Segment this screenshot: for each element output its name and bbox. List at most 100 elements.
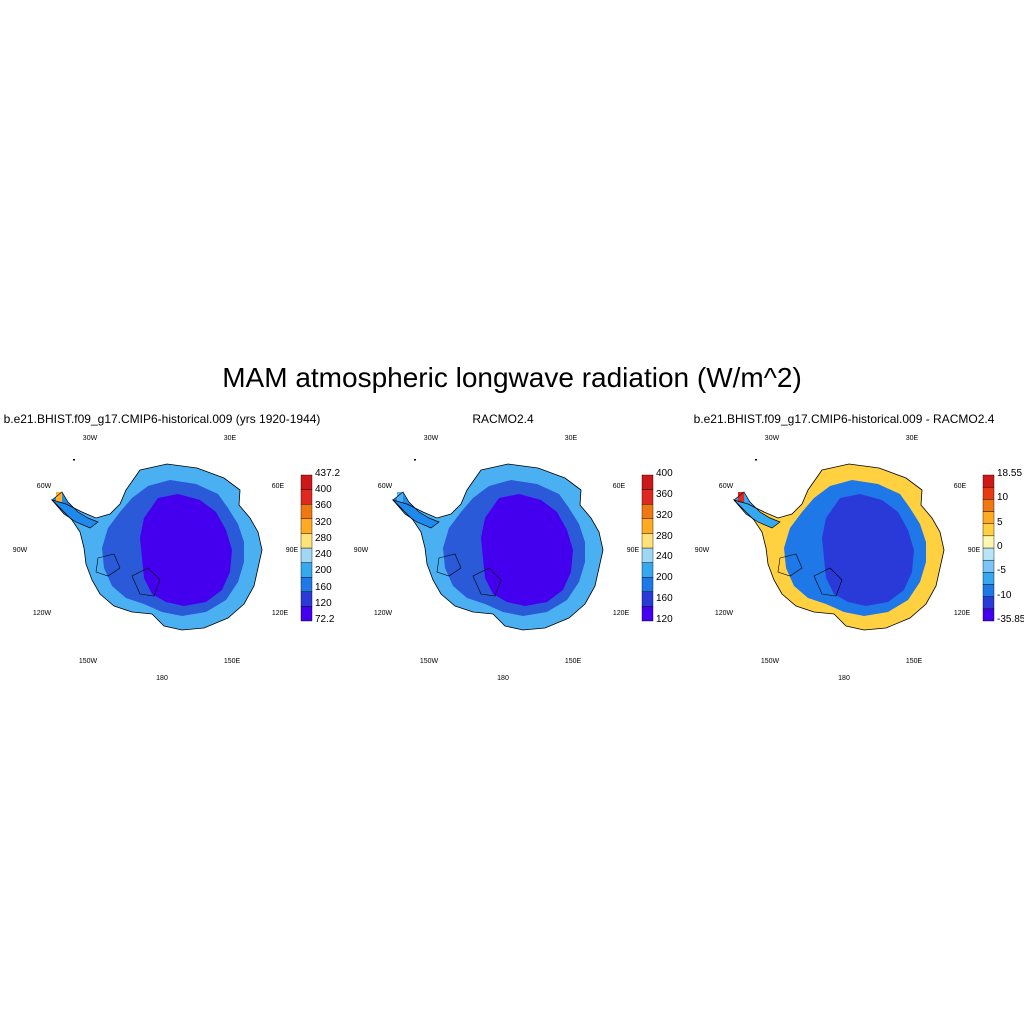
colorbar-tick-label: 10: [997, 492, 1009, 504]
colorbar-tick-label: 18.55: [997, 468, 1023, 479]
colorbar-segment: [641, 591, 654, 607]
colorbar-segment: [641, 489, 654, 505]
lon-label: 180: [838, 675, 850, 682]
colorbar: [641, 474, 654, 622]
peninsula-coastline: [733, 491, 781, 529]
colorbar-tick-label: -10: [997, 589, 1012, 601]
colorbar-tick-label: 320: [315, 516, 332, 528]
peninsula-field: [734, 492, 780, 528]
lon-label: 120W: [714, 610, 734, 617]
peninsula-field: [393, 492, 439, 528]
colorbar-segment: [982, 511, 995, 524]
colorbar-segment: [300, 504, 313, 520]
lon-label: 180: [156, 675, 168, 682]
island-marker: [755, 459, 757, 461]
lon-label: 60W: [718, 483, 734, 490]
ice-shelf-outline: [472, 567, 502, 597]
panel-title: b.e21.BHIST.f09_g17.CMIP6-historical.009…: [3, 412, 321, 426]
colorbar-segment: [641, 606, 654, 622]
colorbar-segment: [300, 591, 313, 607]
ice-shelf-outline: [436, 553, 462, 577]
colorbar-segment: [641, 518, 654, 534]
colorbar-tick-label: 280: [656, 530, 673, 542]
lon-label: 120W: [32, 610, 52, 617]
colorbar-tick-label: 437.2: [315, 468, 341, 479]
colorbar-segment: [982, 523, 995, 537]
plateau-field: [481, 494, 573, 606]
lon-label: 150W: [419, 658, 439, 665]
colorbar-segment: [982, 572, 995, 585]
lon-label: 120E: [271, 610, 289, 617]
panel-title: RACMO2.4: [472, 412, 534, 426]
colorbar-tick-label: 240: [315, 549, 332, 561]
colorbar-tick-label: 200: [315, 565, 332, 577]
lon-label: 150W: [760, 658, 780, 665]
colorbar: [982, 474, 995, 622]
panel-model: b.e21.BHIST.f09_g17.CMIP6-historical.009…: [0, 408, 340, 688]
plateau-field: [822, 494, 914, 606]
lon-label: 120E: [612, 610, 630, 617]
colorbar-tick-label: 240: [656, 551, 673, 563]
lon-label: 120E: [953, 610, 971, 617]
lon-label: 150E: [905, 658, 923, 665]
colorbar-segment: [300, 606, 313, 622]
colorbar-tick-label: 280: [315, 532, 332, 544]
colorbar-segment: [300, 547, 313, 563]
colorbar-segment: [982, 559, 995, 573]
lon-label: 60W: [377, 483, 393, 490]
peninsula-tip-cell: [738, 492, 744, 502]
lon-label: 60E: [271, 483, 285, 490]
colorbar-segment: [641, 576, 654, 592]
lon-label: 90E: [626, 547, 640, 554]
lon-label: 150E: [223, 658, 241, 665]
colorbar-segment: [641, 504, 654, 520]
colorbar-tick-label: 200: [656, 572, 673, 584]
antarctica-map: [50, 459, 263, 631]
colorbar-segment: [300, 562, 313, 578]
lon-label: 150W: [78, 658, 98, 665]
lon-label: 30E: [905, 435, 919, 442]
figure-title: MAM atmospheric longwave radiation (W/m^…: [222, 362, 802, 393]
island-marker: [73, 459, 75, 461]
lon-label: 90W: [694, 547, 710, 554]
colorbar-tick-label: 72.2: [315, 614, 335, 625]
colorbar-tick-label: 400: [656, 468, 673, 479]
colorbar-segment: [982, 474, 995, 488]
lon-label: 90E: [967, 547, 981, 554]
colorbar-segment: [982, 608, 995, 622]
colorbar-tick-label: 120: [315, 597, 332, 609]
colorbar-tick-label: 0: [997, 541, 1003, 552]
colorbar-segment: [982, 547, 995, 561]
colorbar-segment: [300, 489, 313, 505]
lon-label: 180: [497, 675, 509, 682]
colorbar-segment: [300, 533, 313, 549]
lon-label: 30W: [764, 435, 780, 442]
ice-shelf-outline: [777, 553, 803, 577]
panel-difference: b.e21.BHIST.f09_g17.CMIP6-historical.009…: [674, 408, 1024, 688]
colorbar-tick-label: -5: [997, 565, 1006, 577]
peninsula-coastline: [392, 491, 440, 529]
peninsula-field: [52, 492, 98, 528]
lon-label: 30W: [82, 435, 98, 442]
colorbar-tick-label: 120: [656, 614, 673, 625]
colorbar-segment: [641, 562, 654, 578]
colorbar-segment: [982, 499, 995, 512]
lon-label: 120W: [373, 610, 393, 617]
colorbar-tick-label: 5: [997, 516, 1003, 528]
colorbar-tick-label: -35.85: [997, 614, 1024, 625]
colorbar-segment: [982, 596, 995, 610]
colorbar-tick-label: 360: [656, 488, 673, 500]
lon-label: 30E: [564, 435, 578, 442]
colorbar-tick-label: 400: [315, 484, 332, 496]
panel-title: b.e21.BHIST.f09_g17.CMIP6-historical.009…: [693, 412, 995, 426]
colorbar-segment: [641, 474, 654, 490]
lon-label: 30E: [223, 435, 237, 442]
colorbar-segment: [300, 576, 313, 592]
peninsula-tip-cell: [56, 492, 62, 502]
colorbar-tick-label: 320: [656, 509, 673, 521]
peninsula-tip-cell: [397, 492, 403, 502]
colorbar: [300, 474, 313, 622]
colorbar-segment: [982, 535, 995, 549]
colorbar-segment: [641, 547, 654, 563]
colorbar-segment: [982, 584, 995, 597]
